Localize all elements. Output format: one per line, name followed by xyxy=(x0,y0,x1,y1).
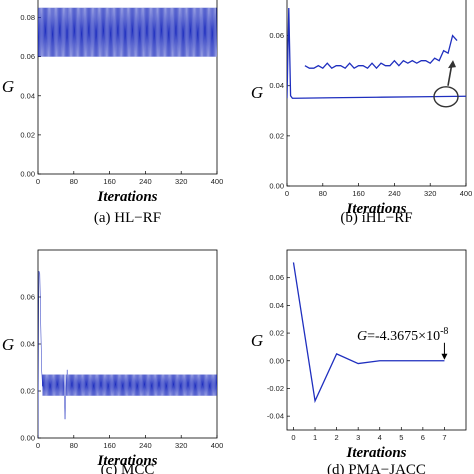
y-tick-label: -0.02 xyxy=(267,384,284,393)
x-axis-label: Iterations xyxy=(345,201,406,217)
plot-frame xyxy=(286,0,467,187)
y-axis-label: G xyxy=(251,331,263,350)
series-line xyxy=(287,8,466,99)
y-tick-label: 0.00 xyxy=(20,170,35,179)
x-tick-label: 400 xyxy=(211,177,224,186)
y-tick-label: 0.04 xyxy=(269,81,284,90)
y-tick-label: 0.06 xyxy=(20,293,35,302)
zoom-circle xyxy=(433,86,459,108)
y-axis-label: G xyxy=(2,335,14,354)
x-tick-label: 240 xyxy=(139,177,152,186)
x-tick-label: 240 xyxy=(139,441,152,450)
panel-caption: (c) MCC xyxy=(101,462,155,474)
zoom-arrow-head xyxy=(448,60,456,69)
x-tick-label: 0 xyxy=(291,433,295,442)
x-tick-label: 4 xyxy=(378,433,382,442)
data-layer xyxy=(292,262,445,404)
series-line xyxy=(38,7,217,57)
y-tick-label: 0.02 xyxy=(269,131,284,140)
x-tick-label: 320 xyxy=(175,177,188,186)
y-tick-label: 0.06 xyxy=(20,52,35,61)
x-axis-label: Iterations xyxy=(345,445,406,461)
x-tick-label: 0 xyxy=(36,441,40,450)
y-tick-label: 0.04 xyxy=(269,301,284,310)
x-tick-label: 2 xyxy=(335,433,339,442)
x-tick-label: 400 xyxy=(460,189,473,198)
plot-frame xyxy=(37,0,218,175)
annotation-text: G=-4.3675×10-8 xyxy=(357,326,448,344)
annotation-arrow-head xyxy=(441,353,448,360)
series-line xyxy=(292,262,445,404)
series-line xyxy=(38,271,217,438)
x-tick-label: 160 xyxy=(352,189,365,198)
x-tick-label: 5 xyxy=(399,433,403,442)
y-tick-label: 0.02 xyxy=(269,329,284,338)
annotation-exponent: -8 xyxy=(440,326,448,337)
y-tick-label: 0.02 xyxy=(20,387,35,396)
data-layer xyxy=(38,7,217,57)
y-tick-label: -0.04 xyxy=(267,412,284,421)
annotation-value: =-4.3675×10 xyxy=(367,329,440,344)
x-tick-label: 6 xyxy=(421,433,425,442)
x-tick-label: 80 xyxy=(70,177,78,186)
y-tick-label: 0.00 xyxy=(20,434,35,443)
x-tick-label: 7 xyxy=(442,433,446,442)
plot-frame xyxy=(286,249,467,431)
data-layer xyxy=(287,8,466,99)
x-tick-label: 320 xyxy=(175,441,188,450)
x-tick-label: 160 xyxy=(103,177,116,186)
x-tick-label: 400 xyxy=(211,441,224,450)
x-axis-label: Iterations xyxy=(96,453,157,469)
y-tick-label: 0.00 xyxy=(269,182,284,191)
y-tick-label: 0.06 xyxy=(269,31,284,40)
panel-caption: (b) iHL−RF xyxy=(340,210,412,226)
panel-b: 0 80 160 240 320 400 0.00 0.02 0.04 0.06 Iteration… xyxy=(251,0,472,226)
panel-a: 0 80 160 240 320 400 0.00 0.02 0.04 0.06 0.08 Itera… xyxy=(2,0,223,226)
x-tick-label: 1 xyxy=(313,433,317,442)
y-tick-label: 0.00 xyxy=(269,356,284,365)
x-tick-label: 3 xyxy=(356,433,360,442)
panel-c: 0 80 160 240 320 400 0.00 0.02 0.04 0.06 Iteration… xyxy=(2,249,224,474)
x-tick-label: 80 xyxy=(70,441,78,450)
x-tick-label: 240 xyxy=(388,189,401,198)
x-tick-label: 0 xyxy=(285,189,289,198)
x-axis-label: Iterations xyxy=(96,189,157,205)
x-tick-label: 0 xyxy=(36,177,40,186)
x-tick-label: 320 xyxy=(424,189,437,198)
x-tick-label: 80 xyxy=(319,189,327,198)
y-tick-label: 0.06 xyxy=(269,273,284,282)
y-tick-label: 0.04 xyxy=(20,91,35,100)
panel-caption: (a) HL−RF xyxy=(94,210,161,226)
y-axis-label: G xyxy=(2,77,14,96)
data-layer xyxy=(38,271,217,438)
annotation-symbol: G xyxy=(357,329,367,344)
x-tick-label: 160 xyxy=(103,441,116,450)
y-tick-label: 0.04 xyxy=(20,340,35,349)
panel-d: 0 1 2 3 4 5 6 7 -0.04 -0.02 0.00 0.02 0.04 0.06 Iterat… xyxy=(251,249,467,474)
y-tick-label: 0.02 xyxy=(20,130,35,139)
y-tick-label: 0.08 xyxy=(20,13,35,22)
inset-zoom-line xyxy=(304,34,458,70)
panel-caption: (d) PMA−JACC xyxy=(327,462,426,474)
y-axis-label: G xyxy=(251,83,263,102)
